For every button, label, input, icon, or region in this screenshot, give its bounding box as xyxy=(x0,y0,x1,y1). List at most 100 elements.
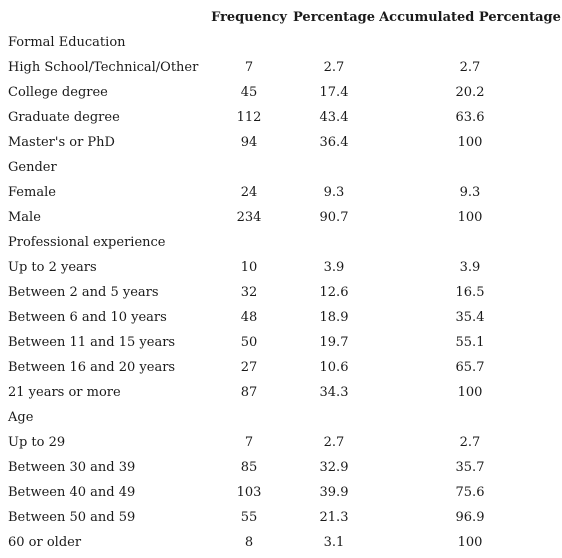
accumulated-percentage-cell: 63.6 xyxy=(455,110,485,125)
frequency-cell: 87 xyxy=(240,385,258,400)
percentage-cell: 43.4 xyxy=(319,110,349,125)
row-label: 60 or older xyxy=(8,535,82,550)
percentage-cell: 39.9 xyxy=(319,485,349,500)
percentage-cell xyxy=(290,30,378,55)
section-title: Gender xyxy=(8,160,57,175)
percentage-cell xyxy=(290,230,378,255)
frequency-cell: 94 xyxy=(240,135,258,150)
header-label xyxy=(0,5,208,30)
accumulated-percentage-cell: 100 xyxy=(457,385,483,400)
table-row: 60 or older 8 3.1 100 xyxy=(0,530,562,555)
header-frequency: Frequency xyxy=(211,10,287,25)
percentage-cell xyxy=(290,155,378,180)
row-label: Between 50 and 59 xyxy=(8,510,136,525)
percentage-cell: 3.1 xyxy=(323,535,345,550)
frequency-cell: 24 xyxy=(240,185,258,200)
frequency-cell xyxy=(208,155,290,180)
row-label: Between 40 and 49 xyxy=(8,485,136,500)
row-label: Up to 2 years xyxy=(8,260,97,275)
table-row: Between 50 and 59 55 21.3 96.9 xyxy=(0,505,562,530)
frequency-cell xyxy=(208,230,290,255)
frequency-cell: 45 xyxy=(240,85,258,100)
accumulated-percentage-cell: 65.7 xyxy=(455,360,485,375)
row-label: College degree xyxy=(8,85,108,100)
percentage-cell: 2.7 xyxy=(323,435,345,450)
accumulated-percentage-cell xyxy=(378,30,562,55)
row-label: Between 30 and 39 xyxy=(8,460,136,475)
table-row: Between 40 and 49 103 39.9 75.6 xyxy=(0,480,562,505)
percentage-cell: 21.3 xyxy=(319,510,349,525)
row-label: Between 2 and 5 years xyxy=(8,285,159,300)
accumulated-percentage-cell: 96.9 xyxy=(455,510,485,525)
row-label: Between 6 and 10 years xyxy=(8,310,167,325)
section-header-row: Gender xyxy=(0,155,562,180)
percentage-cell: 90.7 xyxy=(319,210,349,225)
accumulated-percentage-cell: 2.7 xyxy=(459,60,481,75)
table-row: Up to 2 years 10 3.9 3.9 xyxy=(0,255,562,280)
frequency-cell: 234 xyxy=(236,210,262,225)
frequency-cell: 10 xyxy=(240,260,258,275)
header-row: Frequency Percentage Accumulated Percent… xyxy=(0,5,562,30)
frequency-cell: 103 xyxy=(236,485,262,500)
percentage-cell: 17.4 xyxy=(319,85,349,100)
row-label: Graduate degree xyxy=(8,110,120,125)
row-label: Up to 29 xyxy=(8,435,66,450)
section-title: Age xyxy=(8,410,34,425)
accumulated-percentage-cell: 75.6 xyxy=(455,485,485,500)
accumulated-percentage-cell: 9.3 xyxy=(459,185,481,200)
accumulated-percentage-cell: 3.9 xyxy=(459,260,481,275)
accumulated-percentage-cell: 35.7 xyxy=(455,460,485,475)
percentage-cell: 32.9 xyxy=(319,460,349,475)
row-label: Between 11 and 15 years xyxy=(8,335,176,350)
frequency-cell: 55 xyxy=(240,510,258,525)
table-row: Male 234 90.7 100 xyxy=(0,205,562,230)
percentage-cell: 36.4 xyxy=(319,135,349,150)
accumulated-percentage-cell: 100 xyxy=(457,135,483,150)
section-header-row: Professional experience xyxy=(0,230,562,255)
frequency-cell: 27 xyxy=(240,360,258,375)
accumulated-percentage-cell xyxy=(378,230,562,255)
table-row: 21 years or more 87 34.3 100 xyxy=(0,380,562,405)
row-label: Between 16 and 20 years xyxy=(8,360,176,375)
accumulated-percentage-cell xyxy=(378,155,562,180)
frequency-cell: 7 xyxy=(244,435,254,450)
demographics-table: Frequency Percentage Accumulated Percent… xyxy=(0,5,562,555)
table-row: Graduate degree 112 43.4 63.6 xyxy=(0,105,562,130)
accumulated-percentage-cell: 20.2 xyxy=(455,85,485,100)
header-percentage: Percentage xyxy=(293,10,375,25)
frequency-cell: 50 xyxy=(240,335,258,350)
frequency-cell: 48 xyxy=(240,310,258,325)
section-title: Professional experience xyxy=(8,235,166,250)
accumulated-percentage-cell: 100 xyxy=(457,535,483,550)
frequency-cell: 7 xyxy=(244,60,254,75)
table-row: Between 16 and 20 years 27 10.6 65.7 xyxy=(0,355,562,380)
percentage-cell: 12.6 xyxy=(319,285,349,300)
table-row: Female 24 9.3 9.3 xyxy=(0,180,562,205)
table-row: Between 6 and 10 years 48 18.9 35.4 xyxy=(0,305,562,330)
percentage-cell: 19.7 xyxy=(319,335,349,350)
frequency-cell: 32 xyxy=(240,285,258,300)
accumulated-percentage-cell: 16.5 xyxy=(455,285,485,300)
section-header-row: Formal Education xyxy=(0,30,562,55)
row-label: High School/Technical/Other xyxy=(8,60,199,75)
accumulated-percentage-cell xyxy=(378,405,562,430)
frequency-cell xyxy=(208,405,290,430)
section-header-row: Age xyxy=(0,405,562,430)
row-label: 21 years or more xyxy=(8,385,121,400)
percentage-cell: 34.3 xyxy=(319,385,349,400)
frequency-cell: 85 xyxy=(240,460,258,475)
frequency-cell: 112 xyxy=(236,110,262,125)
section-title: Formal Education xyxy=(8,35,126,50)
row-label: Master's or PhD xyxy=(8,135,115,150)
table-row: Master's or PhD 94 36.4 100 xyxy=(0,130,562,155)
table-row: Between 2 and 5 years 32 12.6 16.5 xyxy=(0,280,562,305)
table-row: High School/Technical/Other 7 2.7 2.7 xyxy=(0,55,562,80)
table-row: Between 30 and 39 85 32.9 35.7 xyxy=(0,455,562,480)
percentage-cell: 10.6 xyxy=(319,360,349,375)
percentage-cell: 18.9 xyxy=(319,310,349,325)
table-body: Formal Education High School/Technical/Ot… xyxy=(0,30,562,555)
accumulated-percentage-cell: 100 xyxy=(457,210,483,225)
row-label: Female xyxy=(8,185,56,200)
frequency-cell: 8 xyxy=(244,535,254,550)
accumulated-percentage-cell: 55.1 xyxy=(455,335,485,350)
